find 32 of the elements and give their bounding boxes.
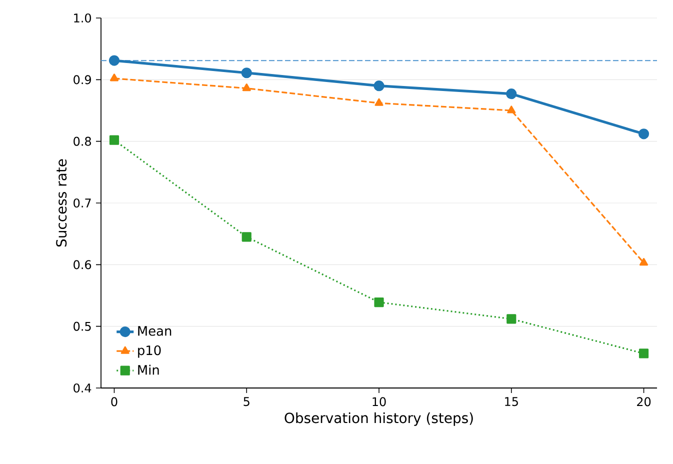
point	[110, 74, 119, 82]
point	[374, 297, 384, 308]
x-tick-label: 15	[505, 397, 518, 406]
y-tick-label: 0.5	[74, 322, 91, 331]
y-tick-label: 0.6	[74, 260, 92, 270]
point	[507, 106, 516, 114]
x-axis-title: Observation history (steps)	[284, 412, 473, 426]
x-tick-label: 20	[637, 397, 651, 406]
y-axis-title: Success rate	[56, 159, 67, 247]
point	[242, 84, 251, 92]
x-tick-label: 5	[244, 397, 250, 406]
point	[241, 68, 252, 78]
point	[506, 314, 516, 324]
point	[640, 258, 648, 266]
point	[506, 88, 517, 100]
x-tick-label: 0	[111, 397, 118, 406]
y-tick-label: 0.8	[74, 136, 91, 146]
point	[374, 98, 384, 106]
y-tick-label: 0.7	[74, 198, 91, 208]
point	[242, 232, 252, 242]
y-tick-label: 1.0	[74, 13, 92, 23]
point	[638, 128, 650, 140]
point	[108, 55, 120, 66]
x-tick-label: 10	[372, 397, 386, 406]
legend-label: p10	[138, 345, 161, 358]
legend-label: Min	[138, 364, 159, 375]
y-tick-label: 0.4	[74, 383, 92, 393]
point	[109, 135, 120, 145]
y-tick-label: 0.9	[74, 75, 91, 84]
point	[374, 80, 384, 92]
point	[638, 348, 649, 358]
legend-label: Mean	[138, 326, 172, 336]
